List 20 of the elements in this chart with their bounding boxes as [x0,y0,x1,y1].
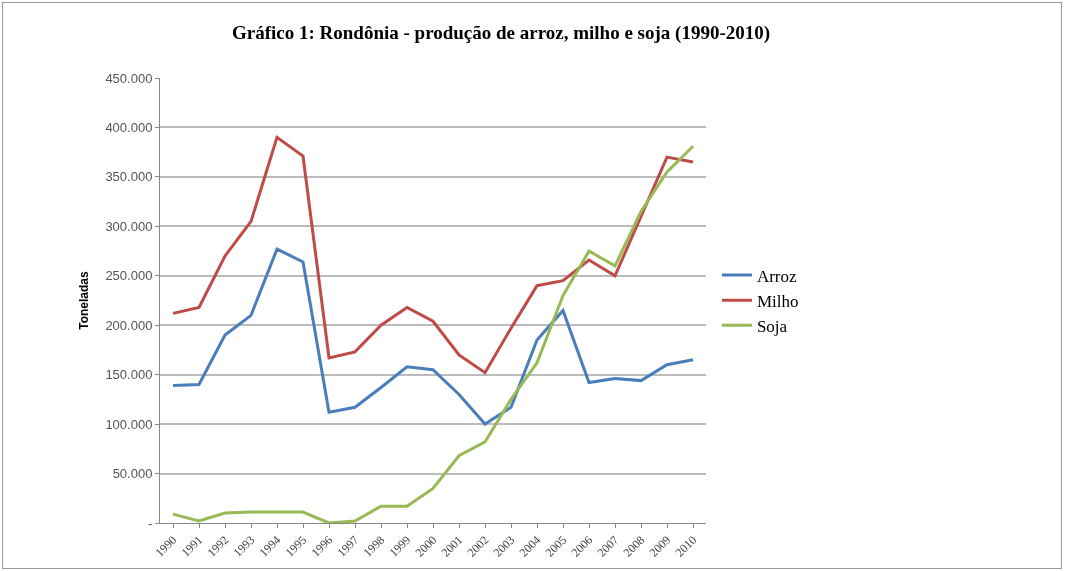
y-tick-label: 450.000 [105,70,153,86]
x-tick-label: 1991 [178,532,206,560]
y-tick-label: 200.000 [105,317,153,333]
y-axis-title: Toneladas [76,270,91,330]
y-tick-label: 50.000 [112,466,153,482]
y-tick-label: 400.000 [105,119,153,135]
x-tick-label: 2001 [438,532,466,560]
chart-title: Gráfico 1: Rondônia - produção de arroz, milho e soja (1990-2010) [231,21,771,44]
legend-label: Soja [756,316,788,336]
y-tick-label: 100.000 [105,416,153,432]
y-tick-label: 150.000 [105,367,153,383]
y-tick-label: 300.000 [105,218,153,234]
line-series [171,144,695,523]
legend-label: Milho [756,291,799,311]
legend-label: Arroz [756,266,798,286]
y-tick-label: 250.000 [105,268,153,284]
y-tick-label: 350.000 [105,169,153,185]
line-series [171,135,695,375]
y-tick-label: - [148,515,153,531]
line-series [171,247,695,426]
